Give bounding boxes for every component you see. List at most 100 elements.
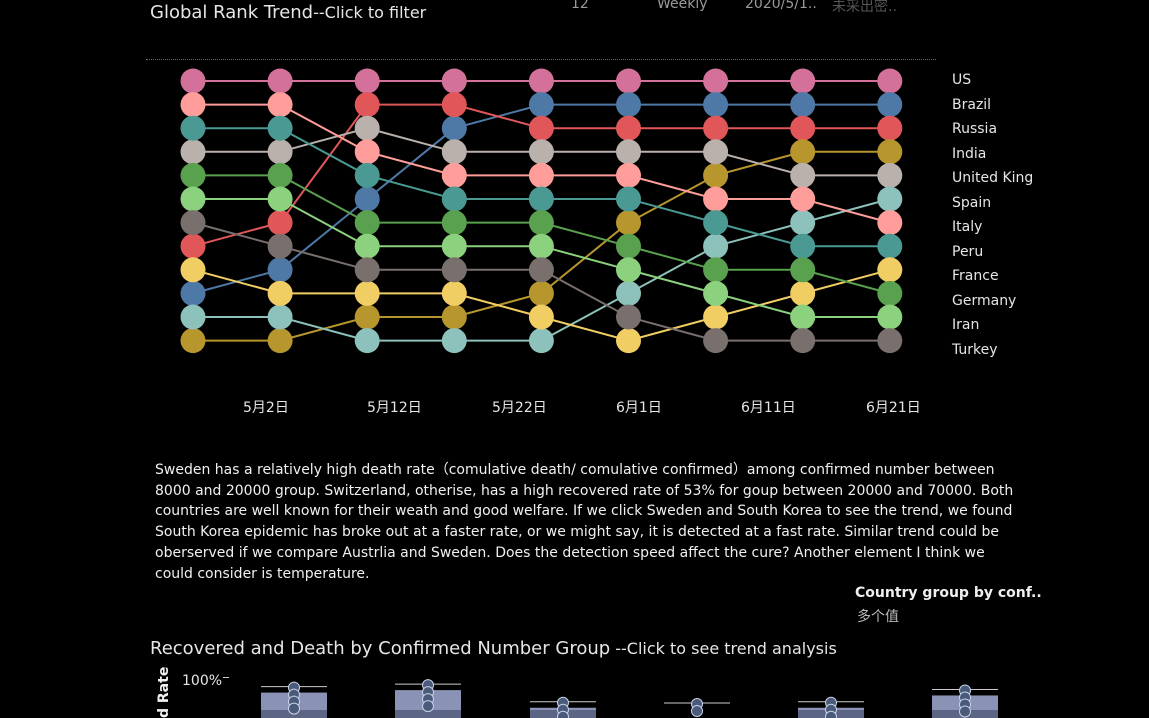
rank-point-france[interactable] <box>180 257 206 283</box>
rank-point-germany[interactable] <box>267 162 293 188</box>
rank-point-italy[interactable] <box>877 210 903 236</box>
rank-point-germany[interactable] <box>180 162 206 188</box>
rank-point-italy[interactable] <box>441 162 467 188</box>
recovered-death-chart[interactable] <box>0 660 1149 718</box>
rank-point-spain[interactable] <box>528 328 554 354</box>
rank-point-india[interactable] <box>616 210 641 236</box>
rank-point-turkey[interactable] <box>877 328 903 354</box>
rank-point-turkey[interactable] <box>441 257 467 283</box>
legend-item-peru[interactable]: Peru <box>952 243 984 260</box>
rank-point-brazil[interactable] <box>354 186 380 212</box>
legend-item-iran[interactable]: Iran <box>952 317 980 333</box>
rank-point-germany[interactable] <box>790 257 816 283</box>
rank-point-peru[interactable] <box>180 115 206 141</box>
rank-point-peru[interactable] <box>790 233 816 259</box>
rank-point-india[interactable] <box>790 139 816 165</box>
rank-point-brazil[interactable] <box>441 115 467 141</box>
legend-item-france[interactable]: France <box>952 268 999 284</box>
rank-point-turkey[interactable] <box>703 328 729 354</box>
rank-point-india[interactable] <box>441 304 467 330</box>
rank-point-united-king[interactable] <box>877 162 903 188</box>
group-country-dot[interactable] <box>825 710 837 718</box>
rank-point-italy[interactable] <box>180 92 206 118</box>
rank-point-iran[interactable] <box>354 233 380 259</box>
rank-point-brazil[interactable] <box>877 92 903 118</box>
rank-point-russia[interactable] <box>877 115 903 141</box>
rank-point-peru[interactable] <box>703 210 729 236</box>
legend-item-india[interactable]: India <box>952 145 987 162</box>
rank-point-iran[interactable] <box>267 186 293 212</box>
rank-point-russia[interactable] <box>354 92 380 118</box>
rank-point-spain[interactable] <box>267 304 293 330</box>
legend-item-turkey[interactable]: Turkey <box>952 341 998 358</box>
rank-point-iran[interactable] <box>441 233 467 259</box>
rank-point-germany[interactable] <box>441 210 467 236</box>
rank-point-germany[interactable] <box>528 210 554 236</box>
rank-point-spain[interactable] <box>877 186 903 212</box>
rank-point-russia[interactable] <box>616 115 641 141</box>
rank-point-us[interactable] <box>441 68 467 94</box>
death-bar[interactable] <box>395 710 461 718</box>
rank-point-india[interactable] <box>877 139 903 165</box>
rank-trend-chart[interactable] <box>0 0 1149 440</box>
rank-point-spain[interactable] <box>790 210 816 236</box>
rank-point-india[interactable] <box>180 328 206 354</box>
rank-point-united-king[interactable] <box>441 139 467 165</box>
rank-point-brazil[interactable] <box>703 92 729 118</box>
rank-point-italy[interactable] <box>528 162 554 188</box>
rank-point-us[interactable] <box>180 68 206 94</box>
rank-point-iran[interactable] <box>877 304 903 330</box>
rank-point-india[interactable] <box>354 304 380 330</box>
rank-point-turkey[interactable] <box>790 328 816 354</box>
rank-point-germany[interactable] <box>703 257 729 283</box>
rank-point-germany[interactable] <box>616 233 641 259</box>
rank-point-spain[interactable] <box>354 328 380 354</box>
rank-point-italy[interactable] <box>616 162 641 188</box>
rank-point-india[interactable] <box>267 328 293 354</box>
group-country-dot[interactable] <box>691 705 703 717</box>
rank-point-russia[interactable] <box>528 115 554 141</box>
legend-item-spain[interactable]: Spain <box>952 194 992 211</box>
rank-point-united-king[interactable] <box>354 115 380 141</box>
rank-point-us[interactable] <box>616 68 641 94</box>
group-country-dot[interactable] <box>959 705 971 718</box>
rank-point-italy[interactable] <box>703 186 729 212</box>
rank-point-us[interactable] <box>528 68 554 94</box>
rank-point-united-king[interactable] <box>528 139 554 165</box>
rank-point-france[interactable] <box>267 280 293 306</box>
rank-point-us[interactable] <box>354 68 380 94</box>
rank-point-us[interactable] <box>790 68 816 94</box>
group-country-dot[interactable] <box>557 710 569 718</box>
legend-item-germany[interactable]: Germany <box>952 292 1017 309</box>
rank-point-turkey[interactable] <box>528 257 554 283</box>
rank-point-turkey[interactable] <box>354 257 380 283</box>
rank-point-india[interactable] <box>528 280 554 306</box>
rank-point-russia[interactable] <box>441 92 467 118</box>
legend-item-italy[interactable]: Italy <box>952 219 983 235</box>
rank-point-spain[interactable] <box>441 328 467 354</box>
rank-point-peru[interactable] <box>528 186 554 212</box>
rank-point-brazil[interactable] <box>528 92 554 118</box>
rank-point-france[interactable] <box>616 328 641 354</box>
rank-point-france[interactable] <box>354 280 380 306</box>
rank-point-italy[interactable] <box>790 186 816 212</box>
rank-point-peru[interactable] <box>877 233 903 259</box>
rank-point-united-king[interactable] <box>180 139 206 165</box>
legend-item-us[interactable]: US <box>952 72 972 88</box>
rank-point-france[interactable] <box>790 280 816 306</box>
legend-item-brazil[interactable]: Brazil <box>952 96 992 113</box>
group-country-dot[interactable] <box>422 700 434 713</box>
rank-point-france[interactable] <box>441 280 467 306</box>
rank-point-brazil[interactable] <box>180 280 206 306</box>
rank-point-germany[interactable] <box>877 280 903 306</box>
rank-point-iran[interactable] <box>790 304 816 330</box>
rank-point-brazil[interactable] <box>616 92 641 118</box>
rank-point-peru[interactable] <box>616 186 641 212</box>
rank-point-us[interactable] <box>267 68 293 94</box>
rank-point-iran[interactable] <box>703 280 729 306</box>
rank-point-united-king[interactable] <box>790 162 816 188</box>
rank-point-brazil[interactable] <box>790 92 816 118</box>
rank-point-france[interactable] <box>528 304 554 330</box>
rank-point-italy[interactable] <box>267 92 293 118</box>
rank-point-turkey[interactable] <box>616 304 641 330</box>
